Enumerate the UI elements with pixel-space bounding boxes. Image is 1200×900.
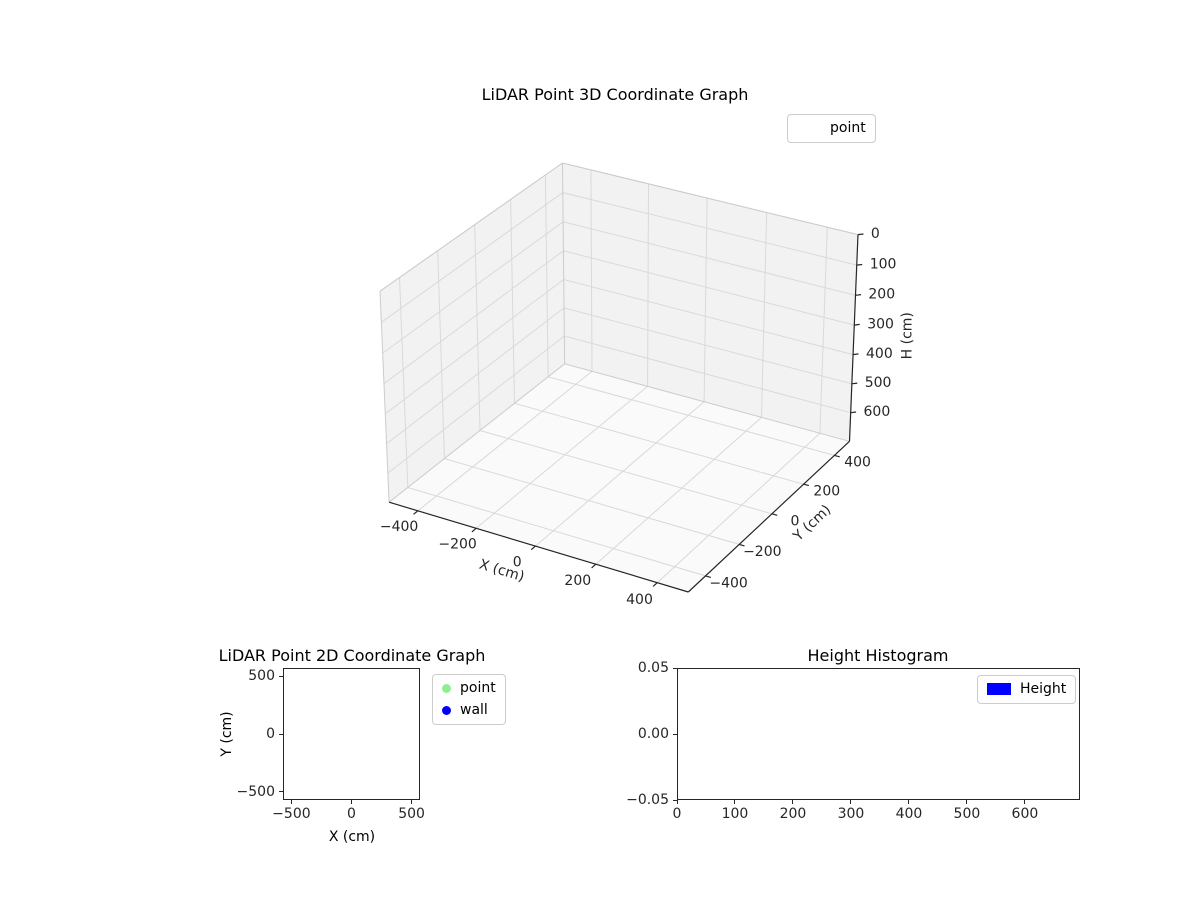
plot2d-x-tick-label: 0 <box>347 806 356 822</box>
hist-title: Height Histogram <box>807 646 949 665</box>
point-marker-none <box>797 124 821 133</box>
plot2d-x-tick-label: −500 <box>272 806 311 822</box>
point-marker <box>442 683 451 693</box>
plot2d-x-tick <box>411 800 413 804</box>
plot3d-z-tick-label: 500 <box>865 375 892 391</box>
plot2d-ylabel: Y (cm) <box>219 711 235 757</box>
hist-y-tick <box>673 799 677 801</box>
hist-x-tick-label: 600 <box>1011 806 1039 822</box>
plot2d-y-tick-label: −500 <box>236 783 275 800</box>
plot3d-zlabel: H (cm) <box>900 312 916 359</box>
plot2d-xlabel: X (cm) <box>328 829 376 845</box>
legend-entry-point: point <box>442 680 496 697</box>
plot2d-y-tick-label: 500 <box>248 668 275 685</box>
plot2d-y-tick-label: 0 <box>266 726 275 742</box>
plot3d-spines <box>388 234 859 593</box>
plot2d-x-tick <box>290 800 292 804</box>
hist-x-tick-label: 0 <box>672 806 682 822</box>
plot2d-axes <box>283 668 420 800</box>
plot2d-y-tick <box>279 791 283 793</box>
hist-x-tick <box>792 800 794 804</box>
plot3d-ticks <box>413 233 864 587</box>
plot3d-title: LiDAR Point 3D Coordinate Graph <box>481 85 749 104</box>
hist-x-tick <box>966 800 968 804</box>
plot3d-pane-edges <box>379 162 859 503</box>
wall-marker <box>442 705 451 715</box>
plot2d-y-tick <box>279 675 283 677</box>
hist-x-tick-label: 300 <box>837 806 865 822</box>
plot3d-panes <box>380 163 858 592</box>
hist-x-tick-label: 200 <box>779 806 807 822</box>
hist-y-tick-label: −0.05 <box>626 792 669 808</box>
hist-x-tick <box>676 800 678 804</box>
plot2d-x-tick-label: 500 <box>398 806 425 822</box>
plot2d-title: LiDAR Point 2D Coordinate Graph <box>218 646 486 665</box>
plot3d-z-tick-label: 200 <box>868 287 895 303</box>
hist-legend: Height <box>977 675 1077 704</box>
legend-entry-height: Height <box>987 681 1066 698</box>
plot3d-z-tick-label: 0 <box>871 226 880 242</box>
hist-x-tick <box>1024 800 1026 804</box>
plot3d-z-tick-label: 400 <box>866 346 893 362</box>
hist-y-tick <box>673 667 677 669</box>
hist-y-tick-label: 0.00 <box>637 726 669 742</box>
legend-label-point: point <box>460 680 496 696</box>
plot3d-x-tick-label: 400 <box>626 592 653 608</box>
plot2d-y-tick <box>279 733 283 735</box>
plot3d-legend: point <box>787 114 876 143</box>
legend-label-point-3d: point <box>830 120 866 136</box>
plot3d-z-tick-label: 300 <box>867 317 894 333</box>
plot3d-y-tick-label: 400 <box>844 455 871 471</box>
plot3d-y-tick-label: 200 <box>813 484 840 500</box>
legend-label-height: Height <box>1020 681 1067 697</box>
plot3d-x-tick-label: −400 <box>380 519 418 535</box>
plot3d-x-tick-label: 200 <box>564 573 591 589</box>
height-swatch <box>987 683 1011 696</box>
plot2d-x-tick <box>351 800 352 804</box>
plot2d-legend: point wall <box>432 674 506 725</box>
legend-entry-point-3d: point <box>797 120 866 137</box>
plot3d-y-tick-label: −200 <box>743 544 781 560</box>
hist-x-tick-label: 400 <box>895 806 923 822</box>
hist-y-tick-label: 0.05 <box>637 660 669 676</box>
plot3d-y-tick-label: 0 <box>791 513 800 529</box>
hist-x-tick-label: 100 <box>721 806 749 822</box>
plot3d-x-tick-label: 0 <box>513 555 522 571</box>
hist-y-tick <box>673 733 677 735</box>
plot3d-z-tick-label: 100 <box>870 257 897 273</box>
hist-x-tick <box>908 800 910 804</box>
plot3d-y-tick-label: −400 <box>709 576 747 592</box>
plot3d-tick-labels: −400−2000200400−400−20002004000100200300… <box>380 226 897 608</box>
hist-x-tick-label: 500 <box>953 806 981 822</box>
plot3d-x-tick-label: −200 <box>438 537 476 553</box>
legend-entry-wall: wall <box>442 702 496 719</box>
hist-x-tick <box>734 800 736 804</box>
hist-x-tick <box>850 800 852 804</box>
legend-label-wall: wall <box>460 701 488 718</box>
plot3d-z-tick-label: 600 <box>864 404 891 420</box>
